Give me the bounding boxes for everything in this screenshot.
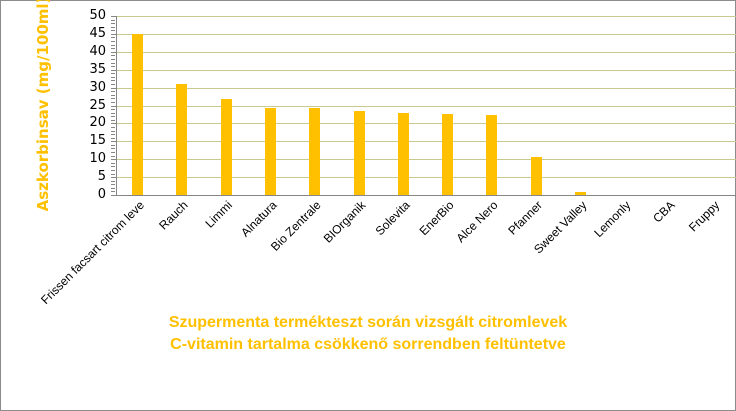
y-tick-label: 5	[97, 169, 106, 185]
y-tick-mark	[111, 84, 115, 86]
y-tick-mark	[111, 141, 116, 143]
y-tick-label: 20	[89, 115, 106, 131]
chart-title-line-1: Szupermenta termékteszt során vizsgált c…	[168, 314, 568, 331]
bar	[575, 191, 586, 195]
y-tick-mark	[111, 187, 115, 189]
bar	[309, 108, 321, 195]
y-tick-mark	[111, 177, 116, 179]
y-tick-mark	[111, 37, 115, 39]
plot-area	[116, 16, 736, 195]
y-tick-mark	[111, 66, 115, 68]
gridline	[116, 177, 736, 179]
y-tick-mark	[111, 58, 115, 60]
y-tick-mark	[111, 112, 115, 114]
y-tick-mark	[111, 148, 115, 150]
y-tick-mark	[111, 123, 116, 125]
y-tick-mark	[111, 48, 115, 50]
y-tick-mark	[111, 94, 115, 96]
x-axis	[116, 195, 736, 196]
y-tick-mark	[111, 166, 115, 168]
y-tick-mark	[111, 191, 115, 193]
y-tick-mark	[111, 44, 115, 46]
y-axis-title: Aszkorbinsav (mg/100ml)	[34, 0, 52, 212]
y-tick-mark	[111, 159, 116, 161]
y-tick-label: 35	[89, 61, 106, 77]
y-tick-label: 50	[89, 8, 106, 23]
y-tick-label: 15	[89, 133, 106, 149]
y-tick-mark	[111, 80, 115, 82]
y-tick-mark	[111, 30, 115, 32]
gridline	[116, 69, 736, 71]
y-tick-mark	[111, 69, 116, 71]
y-tick-mark	[111, 180, 115, 182]
y-tick-mark	[111, 162, 115, 164]
y-tick-label: 10	[89, 151, 106, 167]
y-tick-mark	[111, 195, 116, 196]
y-tick-mark	[111, 184, 115, 186]
y-tick-mark	[111, 87, 116, 89]
gridline	[116, 159, 736, 161]
y-tick-mark	[111, 116, 115, 118]
gridline	[116, 123, 736, 125]
y-tick-mark	[111, 33, 116, 35]
y-tick-mark	[111, 119, 115, 121]
gridline	[116, 51, 736, 53]
gridline	[116, 141, 736, 143]
y-tick-mark	[111, 134, 115, 136]
y-tick-label: 25	[89, 97, 106, 113]
bar	[353, 110, 365, 195]
y-tick-mark	[111, 105, 116, 107]
gridline	[116, 33, 736, 35]
y-tick-mark	[111, 155, 115, 157]
y-tick-mark	[111, 91, 115, 93]
y-axis	[116, 16, 117, 196]
y-tick-mark	[111, 101, 115, 103]
y-tick-mark	[111, 55, 115, 57]
y-tick-mark	[111, 76, 115, 78]
y-tick-mark	[111, 109, 115, 111]
bar	[397, 112, 409, 195]
y-tick-mark	[111, 62, 115, 64]
bar	[265, 108, 276, 195]
bar	[176, 84, 188, 195]
y-tick-mark	[111, 169, 115, 171]
bar	[486, 114, 498, 195]
gridline	[116, 87, 736, 89]
bar	[220, 99, 232, 195]
y-tick-mark	[111, 152, 115, 154]
y-tick-mark	[111, 16, 116, 17]
y-tick-label: 40	[89, 43, 106, 59]
bar	[132, 33, 144, 195]
chart-title-line-2: C-vitamin tartalma csökkenő sorrendben f…	[170, 336, 566, 353]
y-tick-label: 45	[89, 25, 106, 41]
y-tick-label: 0	[97, 187, 106, 202]
y-tick-mark	[111, 26, 115, 28]
y-tick-mark	[111, 98, 115, 100]
y-tick-mark	[111, 173, 115, 175]
y-tick-label: 30	[89, 79, 106, 95]
y-tick-mark	[111, 19, 115, 21]
y-tick-mark	[111, 137, 115, 139]
gridline	[116, 16, 736, 17]
y-tick-mark	[111, 41, 115, 43]
y-tick-mark	[111, 23, 115, 25]
y-tick-mark	[111, 126, 115, 128]
y-tick-mark	[111, 51, 116, 53]
chart-title: Szupermenta termékteszt során vizsgált c…	[0, 312, 736, 356]
y-tick-mark	[111, 73, 115, 75]
bar	[442, 113, 454, 195]
y-tick-mark	[111, 144, 115, 146]
gridline	[116, 105, 736, 107]
bar	[530, 157, 542, 195]
y-tick-mark	[111, 130, 115, 132]
